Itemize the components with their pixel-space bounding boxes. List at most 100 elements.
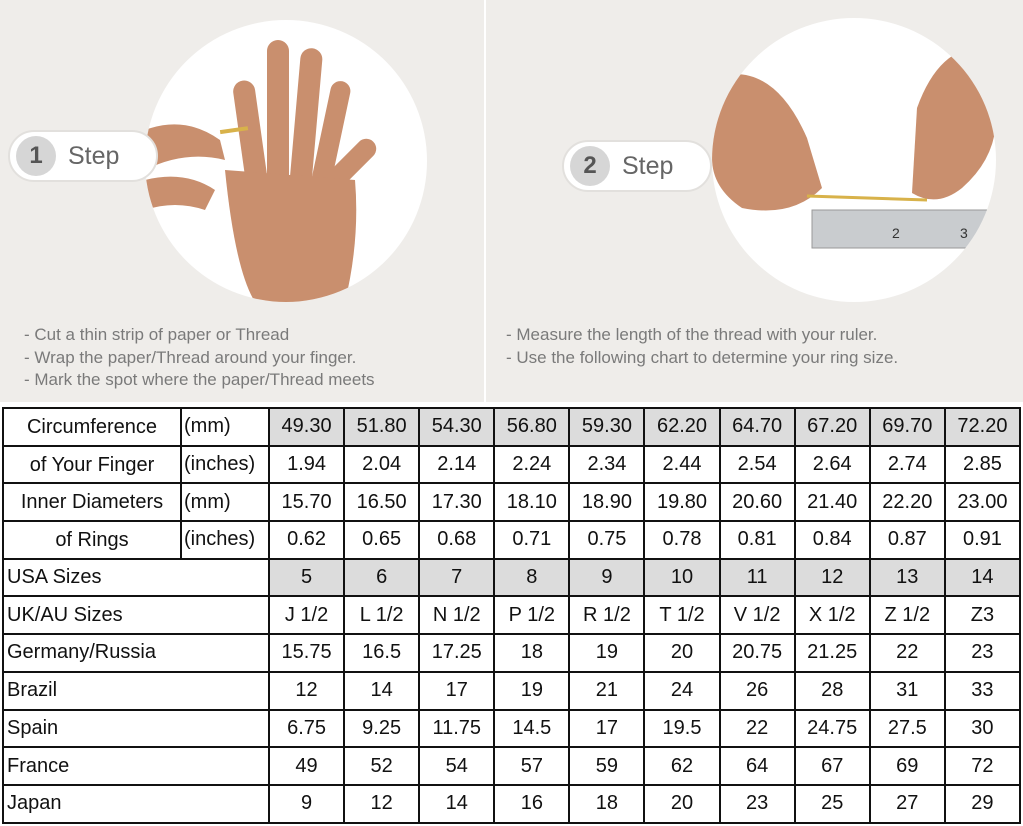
- panel-divider: [484, 0, 486, 402]
- table-cell: 72: [943, 746, 1022, 786]
- unit-label: (mm): [180, 482, 270, 523]
- table-cell: 69: [868, 746, 946, 786]
- table-cell: Z3: [943, 595, 1022, 636]
- instruction-line: - Use the following chart to determine y…: [506, 347, 899, 367]
- table-cell: 17: [568, 708, 646, 749]
- table-cell: 16: [493, 783, 571, 824]
- table-row: France 49 52 54 57 59 62 64 67 69 72: [2, 746, 1022, 786]
- table-cell: 64.70: [718, 407, 796, 447]
- table-cell: 19: [493, 670, 571, 711]
- table-cell: 18.10: [493, 482, 571, 523]
- table-cell: 18: [568, 783, 646, 824]
- diameter-label: of Rings: [2, 520, 182, 560]
- table-cell: J 1/2: [267, 595, 346, 636]
- table-cell: 64: [718, 746, 796, 786]
- table-cell: 0.62: [267, 520, 346, 560]
- table-cell: 9: [568, 557, 646, 598]
- table-cell: 28: [793, 670, 871, 711]
- table-cell: R 1/2: [568, 595, 646, 636]
- table-cell: 22: [718, 708, 796, 749]
- table-cell: 21.40: [793, 482, 871, 523]
- instruction-line: - Measure the length of the thread with …: [506, 325, 878, 344]
- table-cell: 25: [793, 783, 871, 824]
- table-cell: 54.30: [418, 407, 496, 447]
- row-label: Japan: [2, 783, 270, 824]
- table-cell: 17.30: [418, 482, 496, 523]
- table-cell: 17: [418, 670, 496, 711]
- step-2-badge: 2 Step: [562, 140, 712, 192]
- table-cell: 16.50: [343, 482, 421, 523]
- row-label: Spain: [2, 708, 270, 749]
- table-cell: 57: [493, 746, 571, 786]
- table-row: Brazil 12 14 17 19 21 24 26 28 31 33: [2, 670, 1022, 711]
- step-2-instructions: - Measure the length of the thread with …: [506, 324, 898, 369]
- table-cell: 16.5: [343, 633, 421, 673]
- row-label: UK/AU Sizes: [2, 595, 270, 636]
- table-cell: 12: [267, 670, 346, 711]
- table-cell: 0.87: [868, 520, 946, 560]
- table-cell: 9: [267, 783, 346, 824]
- table-cell: 26: [718, 670, 796, 711]
- table-cell: 21.25: [793, 633, 871, 673]
- table-cell: 0.68: [418, 520, 496, 560]
- table-cell: 11.75: [418, 708, 496, 749]
- table-cell: 20.60: [718, 482, 796, 523]
- table-row: Circumference (mm) 49.30 51.80 54.30 56.80 59.…: [2, 407, 1022, 447]
- table-cell: 29: [943, 783, 1022, 824]
- row-label: Germany/Russia: [2, 633, 270, 673]
- row-label: France: [2, 746, 270, 786]
- table-cell: 0.71: [493, 520, 571, 560]
- table-cell: 8: [493, 557, 571, 598]
- instruction-line: - Mark the spot where the paper/Thread m…: [24, 370, 375, 389]
- table-cell: 33: [943, 670, 1022, 711]
- instruction-line: - Cut a thin strip of paper or Thread: [24, 325, 290, 344]
- table-cell: 2.34: [568, 444, 646, 485]
- ruler-photo: 2 3: [712, 18, 996, 302]
- table-cell: 30: [943, 708, 1022, 749]
- table-cell: N 1/2: [418, 595, 496, 636]
- step-1-badge: 1 Step: [8, 130, 158, 182]
- table-cell: 18: [493, 633, 571, 673]
- table-cell: 31: [868, 670, 946, 711]
- table-cell: 20: [643, 783, 721, 824]
- table-cell: 2.64: [793, 444, 871, 485]
- instruction-line: - Wrap the paper/Thread around your fing…: [24, 347, 357, 367]
- table-cell: 15.70: [267, 482, 346, 523]
- step-1-number: 1: [16, 136, 56, 176]
- table-cell: 12: [343, 783, 421, 824]
- circumference-label: of Your Finger: [2, 444, 182, 485]
- table-cell: 62.20: [643, 407, 721, 447]
- table-cell: V 1/2: [718, 595, 796, 636]
- table-cell: P 1/2: [493, 595, 571, 636]
- table-cell: 21: [568, 670, 646, 711]
- row-label: USA Sizes: [2, 557, 270, 598]
- table-cell: 19: [568, 633, 646, 673]
- table-row: Germany/Russia 15.75 16.5 17.25 18 19 20 20.75 2…: [2, 633, 1022, 673]
- table-row: Japan 9 12 14 16 18 20 23 25 27 29: [2, 783, 1022, 824]
- unit-label: (inches): [180, 520, 270, 560]
- table-cell: 14: [943, 557, 1022, 598]
- diameter-label: Inner Diameters: [2, 482, 182, 523]
- table-cell: 59.30: [568, 407, 646, 447]
- table-row: Inner Diameters (mm) 15.70 16.50 17.30 18.10 1…: [2, 482, 1022, 523]
- table-cell: 2.74: [868, 444, 946, 485]
- table-cell: 6.75: [267, 708, 346, 749]
- svg-text:2: 2: [892, 225, 900, 241]
- table-cell: 51.80: [343, 407, 421, 447]
- table-cell: 67.20: [793, 407, 871, 447]
- table-cell: 20.75: [718, 633, 796, 673]
- table-cell: 49: [267, 746, 346, 786]
- table-cell: 0.81: [718, 520, 796, 560]
- table-cell: 5: [267, 557, 346, 598]
- table-cell: 2.44: [643, 444, 721, 485]
- unit-label: (inches): [180, 444, 270, 485]
- table-cell: 27: [868, 783, 946, 824]
- row-label: Brazil: [2, 670, 270, 711]
- table-cell: 22.20: [868, 482, 946, 523]
- hand-photo: [145, 20, 427, 302]
- circumference-label: Circumference: [2, 407, 182, 447]
- table-cell: 0.78: [643, 520, 721, 560]
- table-cell: 14: [418, 783, 496, 824]
- table-cell: 20: [643, 633, 721, 673]
- table-cell: 0.84: [793, 520, 871, 560]
